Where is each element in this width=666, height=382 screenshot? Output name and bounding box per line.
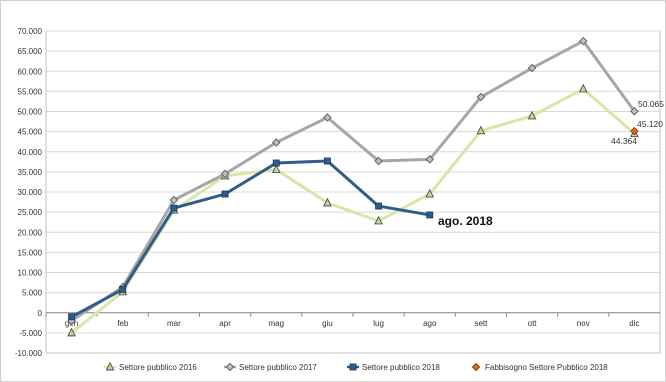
legend-marker <box>471 362 481 372</box>
x-tick-label: mag <box>268 319 284 328</box>
data-point <box>323 197 332 207</box>
x-tick-label: ott <box>528 319 538 328</box>
annotation-45120: 45.120 <box>637 119 663 129</box>
legend-item: Settore pubblico 2016 <box>104 361 197 372</box>
data-point <box>426 211 434 219</box>
legend-marker <box>225 362 235 372</box>
annotation-50065: 50.065 <box>638 99 664 109</box>
data-point <box>630 107 639 116</box>
legend-item: Fabbisogno Settore Pubblico 2018 <box>471 362 608 372</box>
y-tick-label: 65.000 <box>18 47 43 56</box>
y-tick-label: 20.000 <box>18 228 43 237</box>
y-tick-label: 5.000 <box>22 289 43 298</box>
data-point <box>323 113 332 122</box>
data-point <box>579 36 588 46</box>
data-point <box>67 327 76 337</box>
data-point <box>271 164 281 173</box>
data-point <box>578 83 588 93</box>
legend-item: Settore pubblico 2018 <box>347 363 440 372</box>
data-point <box>169 195 179 205</box>
legend-item: Settore pubblico 2017 <box>224 362 317 372</box>
x-tick-label: apr <box>219 319 231 328</box>
legend-label: Settore pubblico 2018 <box>362 363 440 372</box>
legend-marker <box>105 361 115 371</box>
data-point <box>425 155 434 164</box>
annotation-ago-2018: ago. 2018 <box>438 214 493 228</box>
x-tick-label: ago <box>423 319 437 328</box>
data-point <box>170 204 178 212</box>
annotations: 50.065 45.120 44.364 ago. 2018 <box>438 99 664 228</box>
y-tick-label: 15.000 <box>18 248 43 257</box>
x-axis: genfebmaraprmaggiulugagosettottnovdic <box>45 312 660 328</box>
x-tick-label: lug <box>373 319 384 328</box>
legend: Settore pubblico 2016 Settore pubblico 20… <box>104 361 608 372</box>
series-2 <box>67 36 639 326</box>
legend-label: Fabbisogno Settore Pubblico 2018 <box>485 363 608 372</box>
y-tick-label: 40.000 <box>18 148 43 157</box>
series-4 <box>630 126 639 136</box>
legend-label: Settore pubblico 2017 <box>239 363 317 372</box>
data-point <box>374 215 383 225</box>
data-point <box>425 188 435 198</box>
x-tick-label: sett <box>474 319 488 328</box>
y-axis: -10.000 -5.000 0 5.000 10.000 15.000 20.000 25.… <box>15 27 661 358</box>
data-point <box>272 138 281 147</box>
y-tick-label: 30.000 <box>18 188 43 197</box>
data-point <box>527 63 537 73</box>
x-tick-label: dic <box>629 319 639 328</box>
series-group <box>67 36 639 337</box>
y-tick-label: 45.000 <box>18 128 43 137</box>
x-tick-label: feb <box>117 319 129 328</box>
x-tick-label: nov <box>577 319 590 328</box>
data-point <box>221 190 229 198</box>
y-tick-label: 60.000 <box>18 67 43 76</box>
data-point <box>68 313 76 321</box>
data-point <box>323 157 331 165</box>
y-tick-label: 10.000 <box>18 269 43 278</box>
data-point <box>220 169 230 179</box>
data-point <box>527 110 537 120</box>
data-point <box>630 126 639 136</box>
y-tick-label: 70.000 <box>18 27 43 36</box>
series-line <box>70 159 432 319</box>
data-point <box>476 125 486 135</box>
data-point <box>374 156 383 166</box>
y-tick-label: 50.000 <box>18 108 43 117</box>
y-tick-label: 55.000 <box>18 87 43 96</box>
legend-marker <box>349 363 357 371</box>
y-tick-label: -10.000 <box>15 349 43 358</box>
y-tick-label: -5.000 <box>19 329 42 338</box>
series-line <box>70 39 636 323</box>
data-point <box>119 285 127 293</box>
x-tick-label: mar <box>167 319 181 328</box>
y-tick-label: 25.000 <box>18 208 43 217</box>
annotation-44364: 44.364 <box>611 136 637 146</box>
y-tick-label: 0 <box>38 309 43 318</box>
y-tick-label: 35.000 <box>18 168 43 177</box>
x-tick-label: giu <box>322 319 333 328</box>
data-point <box>272 159 280 167</box>
data-point <box>476 92 486 102</box>
series-3 <box>68 157 434 321</box>
legend-label: Settore pubblico 2016 <box>119 363 197 372</box>
data-point <box>375 202 383 210</box>
